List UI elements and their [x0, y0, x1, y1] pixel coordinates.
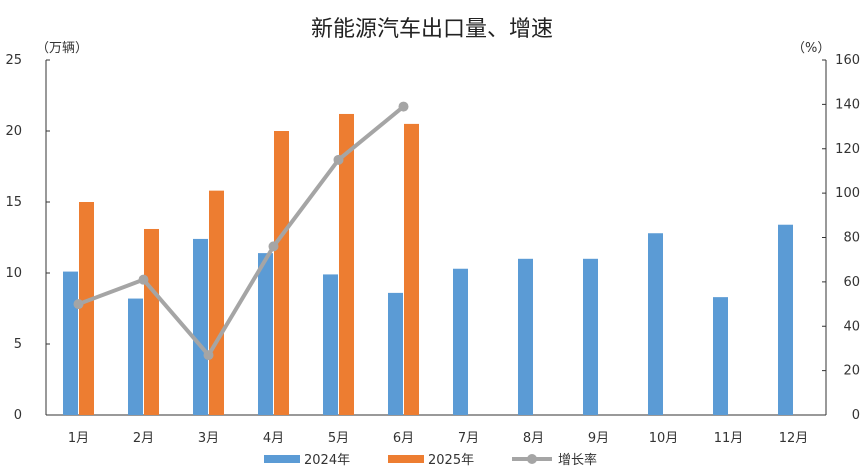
bar-2024 — [323, 274, 338, 415]
bar-2024 — [648, 233, 663, 415]
legend-swatch-2025 — [388, 455, 424, 463]
x-tick-label: 4月 — [263, 431, 284, 446]
x-tick-label: 2月 — [133, 431, 154, 446]
x-tick-label: 10月 — [649, 431, 679, 446]
legend-swatch-2024 — [264, 455, 300, 463]
bar-2025 — [144, 228, 159, 415]
legend-label-2024: 2024年 — [304, 453, 350, 468]
legend-label-growth: 增长率 — [558, 452, 597, 468]
growth-line — [77, 105, 405, 358]
right-tick-label: 20 — [843, 364, 860, 379]
bar-2024 — [583, 258, 598, 415]
left-tick-label: 25 — [5, 53, 22, 68]
bar-2024 — [713, 297, 728, 415]
x-axis-labels: 1月 2月 3月 4月 5月 6月 7月 8月 9月 10月 11月 12月 — [68, 431, 808, 446]
left-axis-unit: （万辆） — [36, 41, 88, 56]
growth-point — [203, 350, 214, 361]
legend-marker-growth — [527, 454, 537, 464]
x-tick-label: 8月 — [523, 431, 544, 446]
bar-2024 — [388, 292, 403, 415]
right-tick-label: 40 — [843, 319, 860, 334]
bar-2024 — [63, 271, 78, 415]
bar-2024 — [128, 298, 143, 415]
growth-point — [398, 101, 409, 112]
growth-point — [138, 274, 149, 285]
growth-line-layer — [73, 101, 409, 361]
right-axis-unit: （%） — [792, 41, 830, 56]
right-tick-label: 0 — [852, 408, 860, 423]
axes: 0 5 10 15 20 25 0 20 40 60 80 100 120 140 160 — [5, 53, 860, 423]
x-tick-label: 12月 — [779, 431, 809, 446]
bars — [63, 113, 793, 416]
growth-point — [333, 154, 344, 165]
bar-2025 — [404, 123, 419, 416]
left-tick-label: 0 — [14, 408, 22, 423]
right-tick-label: 100 — [835, 186, 860, 201]
left-tick-label: 20 — [5, 124, 22, 139]
x-tick-label: 6月 — [393, 431, 414, 446]
left-tick-label: 10 — [5, 266, 22, 281]
bar-2024 — [778, 224, 793, 415]
x-tick-label: 11月 — [714, 431, 744, 446]
right-tick-label: 140 — [835, 97, 860, 112]
right-tick-label: 60 — [843, 275, 860, 290]
x-tick-label: 7月 — [458, 431, 479, 446]
legend: 2024年 2025年 增长率 — [264, 452, 597, 468]
x-tick-label: 9月 — [588, 431, 609, 446]
bar-2024 — [518, 258, 533, 415]
bar-2024 — [258, 253, 273, 415]
left-tick-label: 5 — [14, 337, 22, 352]
bar-2024 — [193, 238, 208, 415]
x-tick-label: 5月 — [328, 431, 349, 446]
bar-2024 — [453, 268, 468, 415]
x-tick-label: 1月 — [68, 431, 89, 446]
growth-point — [268, 241, 279, 252]
right-tick-label: 120 — [835, 142, 860, 157]
right-tick-label: 160 — [835, 53, 860, 68]
chart-title: 新能源汽车出口量、增速 — [311, 17, 553, 42]
bar-2025 — [339, 113, 354, 416]
growth-point — [73, 299, 84, 310]
bar-2025 — [274, 131, 289, 415]
right-tick-label: 80 — [843, 231, 860, 246]
legend-label-2025: 2025年 — [428, 453, 474, 468]
x-tick-label: 3月 — [198, 431, 219, 446]
left-tick-label: 15 — [5, 195, 22, 210]
bar-2025 — [209, 190, 224, 415]
bar-2025 — [79, 202, 94, 415]
